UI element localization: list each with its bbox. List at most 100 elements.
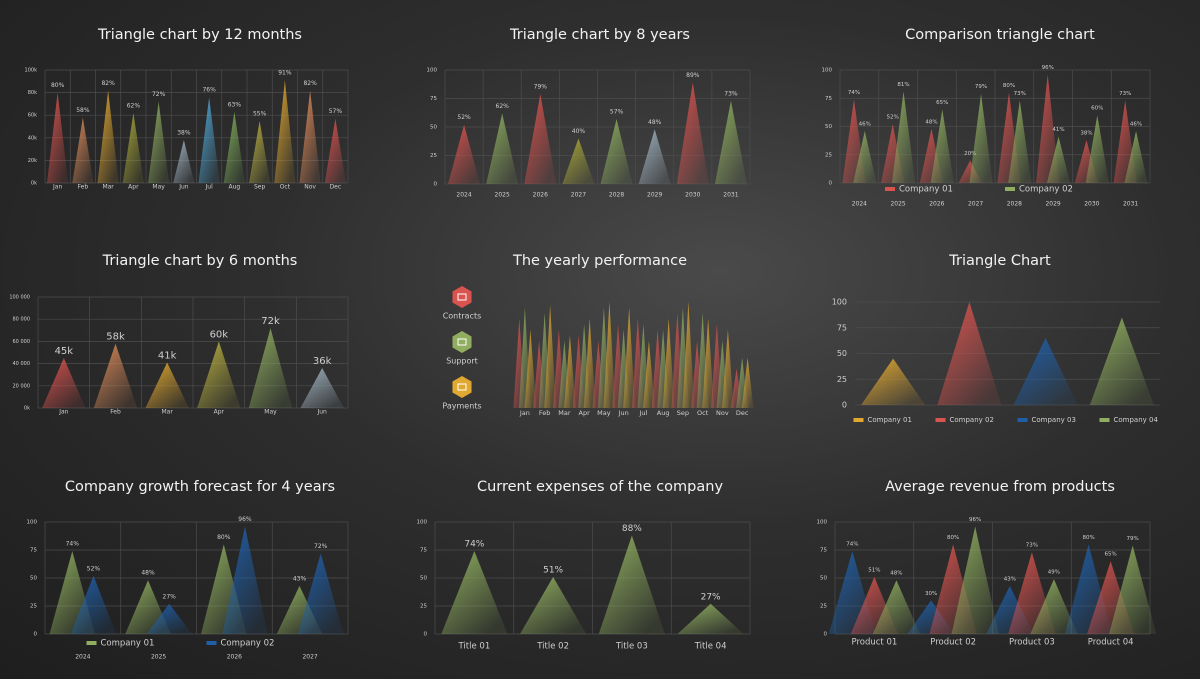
- triangle: [930, 109, 954, 183]
- x-tick-label: 2024: [456, 192, 471, 199]
- triangle: [93, 343, 138, 408]
- chart-title: Triangle chart by 8 years: [509, 27, 690, 43]
- y-tick-label: 0: [829, 181, 833, 187]
- value-label: 80%: [1082, 535, 1094, 541]
- chart-panel: Triangle Chart 0 25 50 75 100 Company 01 Compan…: [832, 253, 1160, 424]
- value-label: 74%: [846, 542, 858, 548]
- y-tick-label: 25: [30, 604, 37, 610]
- value-label: 73%: [724, 90, 738, 97]
- x-tick-label: 2026: [929, 201, 944, 208]
- x-tick-label: Title 04: [694, 642, 727, 652]
- triangle: [298, 553, 344, 634]
- x-tick-label: 2030: [685, 192, 700, 199]
- triangle: [721, 329, 734, 408]
- chart-title: The yearly performance: [512, 253, 687, 269]
- triangle: [741, 357, 754, 408]
- triangle: [677, 603, 744, 634]
- triangle: [544, 304, 557, 408]
- value-label: 30%: [925, 591, 937, 597]
- value-label: 46%: [1130, 122, 1142, 128]
- triangle: [951, 526, 999, 634]
- value-label: 79%: [975, 84, 987, 90]
- x-tick-label: Aug: [229, 184, 241, 191]
- value-label: 58k: [106, 332, 125, 343]
- legend-label: Company 03: [1032, 416, 1076, 424]
- chart-panel: Triangle chart by 8 years 0 25 50 75 100 2024 2…: [427, 27, 751, 199]
- chart-panel: Company growth forecast for 4 years 0 25 50…: [27, 479, 349, 661]
- legend-icon-glyph: [457, 293, 467, 301]
- value-label: 40%: [572, 128, 586, 135]
- value-label: 58%: [76, 107, 90, 114]
- x-tick-label: Oct: [697, 409, 709, 417]
- triangle: [937, 302, 1002, 405]
- y-tick-label: 100: [832, 298, 847, 307]
- triangle: [299, 90, 321, 183]
- legend-swatch: [935, 418, 946, 422]
- value-label: 60%: [1091, 106, 1103, 112]
- triangle: [702, 318, 715, 408]
- legend-swatch: [206, 641, 217, 645]
- triangle: [173, 140, 195, 183]
- y-tick-label: 50: [820, 576, 827, 582]
- x-tick-label: 2027: [571, 192, 586, 199]
- y-tick-label: 50: [420, 576, 427, 582]
- value-label: 63%: [228, 101, 242, 108]
- triangle: [300, 368, 344, 408]
- triangle: [223, 111, 245, 183]
- value-label: 88%: [622, 524, 642, 534]
- triangle: [146, 603, 192, 634]
- value-label: 72%: [314, 543, 328, 550]
- y-tick-label: 0: [434, 182, 438, 188]
- x-tick-label: 2024: [75, 654, 90, 661]
- value-label: 48%: [925, 119, 937, 125]
- value-label: 89%: [686, 72, 700, 79]
- triangle: [1109, 545, 1157, 634]
- x-tick-label: Apr: [579, 409, 591, 417]
- x-tick-label: Mar: [558, 409, 571, 417]
- chart-title: Comparison triangle chart: [905, 27, 1095, 43]
- value-label: 82%: [303, 80, 317, 87]
- y-tick-label: 40 000: [13, 361, 31, 367]
- x-tick-label: Apr: [214, 409, 225, 416]
- chart-title: Average revenue from products: [885, 479, 1115, 495]
- y-tick-label: 0: [842, 401, 847, 410]
- triangle: [562, 138, 595, 184]
- y-tick-label: 0: [424, 632, 428, 638]
- legend-label: Company 02: [1019, 185, 1073, 195]
- y-tick-label: 100: [822, 68, 833, 74]
- y-tick-label: 50: [837, 349, 847, 358]
- x-tick-label: Sep: [254, 184, 266, 191]
- triangle: [197, 341, 241, 408]
- x-tick-label: Jun: [618, 409, 629, 417]
- chart-panel: Triangle chart by 12 months 0k 20k 40k 60k 80…: [25, 27, 349, 191]
- value-label: 62%: [496, 103, 510, 110]
- legend-icon: [452, 331, 472, 353]
- value-label: 27%: [163, 593, 177, 600]
- y-tick-label: 20 000: [13, 383, 31, 389]
- triangle: [603, 301, 616, 408]
- value-label: 80%: [51, 82, 65, 89]
- value-label: 72%: [152, 91, 166, 98]
- chart-panel: Triangle chart by 6 months 0k 20 000 40 000…: [9, 253, 349, 416]
- x-tick-label: 2029: [647, 192, 662, 199]
- triangle: [324, 118, 346, 183]
- triangle: [853, 131, 877, 183]
- triangle: [1030, 579, 1078, 634]
- value-label: 52%: [457, 114, 471, 121]
- triangle: [682, 301, 695, 408]
- triangle: [676, 82, 709, 184]
- x-tick-label: 2028: [1007, 201, 1022, 208]
- x-tick-label: Jun: [178, 184, 189, 191]
- legend-swatch: [885, 187, 895, 191]
- value-label: 38%: [1080, 131, 1092, 137]
- x-tick-label: 2030: [1084, 201, 1099, 208]
- value-label: 43%: [1004, 576, 1016, 582]
- chart-title: Triangle chart by 12 months: [97, 27, 302, 43]
- x-tick-label: Feb: [539, 409, 551, 417]
- x-tick-label: Apr: [128, 184, 139, 191]
- value-label: 36k: [313, 356, 332, 367]
- triangle: [70, 575, 117, 634]
- triangle: [122, 112, 144, 183]
- value-label: 38%: [177, 130, 191, 137]
- x-tick-label: 2028: [609, 192, 624, 199]
